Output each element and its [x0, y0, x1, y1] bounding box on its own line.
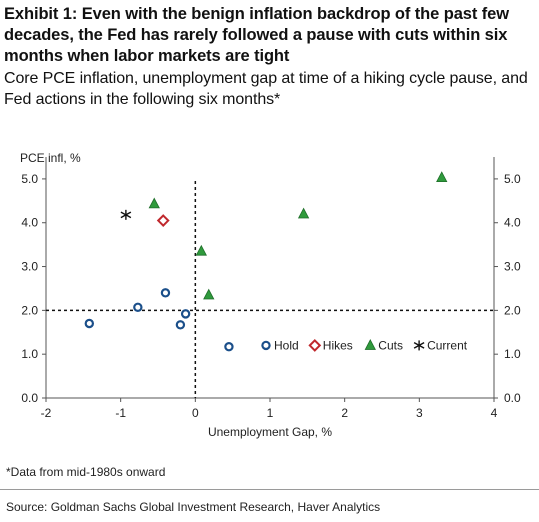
point-current	[120, 209, 132, 220]
point-hold	[175, 320, 186, 330]
y-tick-label-right: 0.0	[504, 391, 521, 405]
legend-label-current: Current	[427, 338, 468, 352]
x-axis-label: Unemployment Gap, %	[208, 425, 332, 439]
divider	[0, 489, 539, 490]
y-tick-label: 1.0	[21, 347, 38, 361]
point-hold	[160, 288, 171, 298]
point-cuts	[195, 244, 207, 256]
source-note: Source: Goldman Sachs Global Investment …	[6, 500, 381, 514]
point-hikes	[156, 214, 170, 227]
x-tick-label: 1	[267, 406, 274, 420]
point-hold	[180, 309, 191, 319]
legend-label-cuts: Cuts	[378, 338, 403, 352]
axes-layer	[42, 157, 498, 402]
point-cuts	[148, 197, 160, 209]
scatter-chart: PCE infl, % 0.0 0.0 1.0 1.0 2.0 2.0 3.0 3.0 4.0 4…	[20, 151, 521, 439]
legend-marker-hold	[261, 340, 271, 351]
x-tick-label: 4	[491, 406, 498, 420]
y-tick-label-right: 5.0	[504, 172, 521, 186]
x-tick-label: 0	[192, 406, 199, 420]
data-points	[84, 171, 448, 352]
x-tick-label: 3	[416, 406, 423, 420]
y-tick-label: 2.0	[21, 303, 38, 317]
y-tick-label-right: 1.0	[504, 347, 521, 361]
chart-subtitle: Core PCE inflation, unemployment gap at …	[4, 70, 528, 108]
y-tick-label-right: 2.0	[504, 303, 521, 317]
y-tick-label: 4.0	[21, 216, 38, 230]
reference-lines	[46, 181, 494, 398]
y-tick-label: 0.0	[21, 391, 38, 405]
x-tick-label: -2	[41, 406, 52, 420]
legend: Hold Hikes Cuts Current	[261, 338, 468, 352]
x-tick-label: 2	[341, 406, 348, 420]
tick-labels: 0.0 0.0 1.0 1.0 2.0 2.0 3.0 3.0 4.0 4.0 5.0 5.0 -2 -1…	[21, 172, 521, 420]
y-tick-label: 3.0	[21, 260, 38, 274]
legend-label-hikes: Hikes	[323, 338, 353, 352]
point-hold	[224, 342, 234, 352]
legend-marker-cuts	[364, 339, 376, 350]
legend-label-hold: Hold	[274, 338, 299, 352]
y-tick-label-right: 4.0	[504, 216, 521, 230]
x-tick-label: -1	[115, 406, 126, 420]
point-cuts	[297, 207, 310, 219]
y-axis-label: PCE infl, %	[20, 151, 81, 165]
point-hold	[133, 302, 143, 312]
legend-marker-current	[413, 340, 425, 351]
point-cuts	[436, 171, 448, 182]
y-tick-label: 5.0	[21, 172, 38, 186]
y-tick-label-right: 3.0	[504, 260, 521, 274]
legend-marker-hikes	[308, 339, 322, 352]
chart-title: Exhibit 1: Even with the benign inflatio…	[4, 5, 509, 65]
point-hold	[84, 318, 95, 329]
footnote: *Data from mid-1980s onward	[6, 465, 166, 479]
point-cuts	[203, 288, 215, 300]
